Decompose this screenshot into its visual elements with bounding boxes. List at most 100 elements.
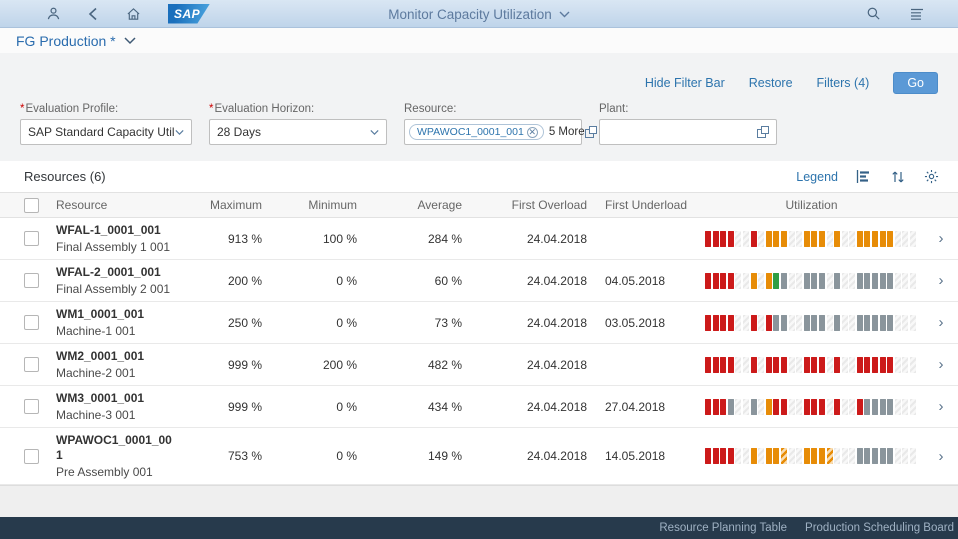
utilization-bar <box>894 398 901 415</box>
utilization-bar <box>887 230 894 247</box>
utilization-bar <box>735 230 742 247</box>
filter-bar: Hide Filter Bar Restore Filters (4) Go *… <box>0 53 958 161</box>
resource-planning-table-link[interactable]: Resource Planning Table <box>659 522 788 534</box>
column-header-resource[interactable]: Resource <box>56 198 108 212</box>
app-title-dropdown[interactable]: Monitor Capacity Utilization <box>388 0 570 28</box>
utilization-bar <box>834 398 841 415</box>
minimum-value: 0 % <box>336 449 357 463</box>
legend-link[interactable]: Legend <box>796 169 838 184</box>
evaluation-horizon-select[interactable]: 28 Days <box>209 119 387 145</box>
utilization-bar <box>872 398 879 415</box>
home-icon[interactable] <box>124 5 142 23</box>
back-icon[interactable] <box>84 5 102 23</box>
row-checkbox[interactable] <box>24 231 39 246</box>
row-navigation-chevron-icon[interactable]: › <box>938 272 944 289</box>
table-row[interactable]: WM2_0001_001 Machine-2 001 999 % 200 % 4… <box>0 344 958 386</box>
column-header-utilization[interactable]: Utilization <box>785 198 838 212</box>
utilization-bar <box>849 230 856 247</box>
resource-description: Final Assembly 1 001 <box>56 240 171 254</box>
utilization-bar <box>750 314 757 331</box>
utilization-bar <box>856 398 863 415</box>
utilization-bar <box>742 272 749 289</box>
utilization-bar <box>856 448 863 464</box>
row-checkbox[interactable] <box>24 448 39 464</box>
row-navigation-chevron-icon[interactable]: › <box>938 398 944 415</box>
table-row[interactable]: WFAL-1_0001_001 Final Assembly 1 001 913… <box>0 218 958 260</box>
shell-header: SAP Monitor Capacity Utilization <box>0 0 958 28</box>
utilization-bar <box>796 314 803 331</box>
row-navigation-chevron-icon[interactable]: › <box>938 314 944 331</box>
variant-title[interactable]: FG Production * <box>16 32 116 49</box>
column-header-average[interactable]: Average <box>417 198 462 212</box>
sort-icon[interactable] <box>889 168 906 185</box>
select-all-checkbox[interactable] <box>24 197 39 213</box>
token-remove-icon[interactable]: ✕ <box>526 126 538 138</box>
utilization-bar <box>720 356 727 373</box>
table-row[interactable]: WFAL-2_0001_001 Final Assembly 2 001 200… <box>0 260 958 302</box>
column-header-first-overload[interactable]: First Overload <box>511 198 587 212</box>
column-header-minimum[interactable]: Minimum <box>308 198 357 212</box>
utilization-bar <box>750 272 757 289</box>
app-title: Monitor Capacity Utilization <box>388 6 552 22</box>
row-checkbox[interactable] <box>24 399 39 414</box>
search-icon[interactable] <box>864 5 882 23</box>
restore-link[interactable]: Restore <box>748 76 793 90</box>
chart-icon[interactable] <box>855 168 872 185</box>
user-icon[interactable] <box>44 5 62 23</box>
utilization-bar <box>910 398 917 415</box>
resource-more-count[interactable]: 5 More <box>548 126 585 138</box>
table-row[interactable]: WM3_0001_001 Machine-3 001 999 % 0 % 434… <box>0 386 958 428</box>
utilization-bar <box>811 314 818 331</box>
utilization-bar <box>788 398 795 415</box>
table-row[interactable]: WPAWOC1_0001_001 Pre Assembly 001 753 % … <box>0 428 958 485</box>
evaluation-profile-label: *Evaluation Profile: <box>20 103 119 115</box>
utilization-bar <box>796 272 803 289</box>
row-checkbox[interactable] <box>24 273 39 288</box>
utilization-bar <box>773 314 780 331</box>
plant-input[interactable] <box>599 119 777 145</box>
utilization-bars <box>705 272 917 289</box>
value-help-icon[interactable] <box>757 126 769 138</box>
utilization-bar <box>902 314 909 331</box>
utilization-bar <box>705 230 711 247</box>
menu-icon[interactable] <box>908 5 926 23</box>
utilization-bar <box>720 272 727 289</box>
utilization-bar <box>735 448 742 464</box>
utilization-bar <box>712 230 719 247</box>
resource-token[interactable]: WPAWOC1_0001_001 ✕ <box>409 124 544 140</box>
utilization-bar <box>818 448 825 464</box>
maximum-value: 999 % <box>227 357 262 372</box>
row-navigation-chevron-icon[interactable]: › <box>938 230 944 247</box>
first-overload-date: 24.04.2018 <box>526 273 587 288</box>
column-header-first-underload[interactable]: First Underload <box>605 198 688 212</box>
row-navigation-chevron-icon[interactable]: › <box>938 447 944 465</box>
resources-table: Resources (6) Legend <box>0 161 958 486</box>
resource-name: WPAWOC1_0001_001 <box>56 433 172 462</box>
resource-token-text: WPAWOC1_0001_001 <box>417 126 524 138</box>
evaluation-profile-select[interactable]: SAP Standard Capacity Utilizat... <box>20 119 192 145</box>
value-help-icon[interactable] <box>584 126 597 138</box>
chevron-down-icon[interactable] <box>124 36 136 45</box>
column-header-maximum[interactable]: Maximum <box>209 198 262 212</box>
maximum-value: 753 % <box>227 449 262 463</box>
utilization-bar <box>894 448 901 464</box>
hide-filter-bar-link[interactable]: Hide Filter Bar <box>644 76 725 90</box>
utilization-bar <box>910 272 917 289</box>
utilization-bar <box>849 448 856 464</box>
row-checkbox[interactable] <box>24 315 39 330</box>
go-button[interactable]: Go <box>893 72 938 94</box>
table-row[interactable]: WM1_0001_001 Machine-1 001 250 % 0 % 73 … <box>0 302 958 344</box>
evaluation-horizon-field: *Evaluation Horizon: 28 Days <box>209 103 387 145</box>
utilization-bar <box>750 448 757 464</box>
utilization-bar <box>796 356 803 373</box>
resource-multi-input[interactable]: WPAWOC1_0001_001 ✕ 5 More <box>404 119 597 145</box>
settings-icon[interactable] <box>923 168 940 185</box>
utilization-bar <box>849 272 856 289</box>
utilization-bar <box>864 230 871 247</box>
row-navigation-chevron-icon[interactable]: › <box>938 356 944 373</box>
row-checkbox[interactable] <box>24 357 39 372</box>
filters-link[interactable]: Filters (4) <box>816 76 870 90</box>
production-scheduling-board-link[interactable]: Production Scheduling Board <box>805 522 954 534</box>
required-marker: * <box>209 103 214 115</box>
required-marker: * <box>20 103 25 115</box>
